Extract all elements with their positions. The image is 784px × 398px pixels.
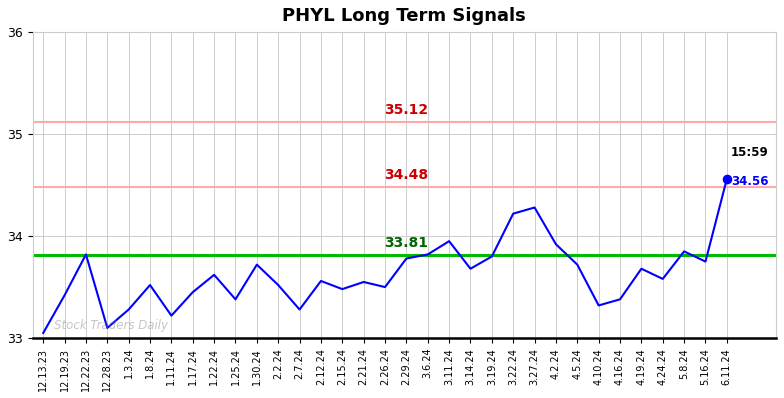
Title: PHYL Long Term Signals: PHYL Long Term Signals — [282, 7, 526, 25]
Text: 35.12: 35.12 — [384, 103, 428, 117]
Point — [720, 176, 733, 182]
Text: 33.81: 33.81 — [384, 236, 428, 250]
Text: 34.48: 34.48 — [384, 168, 428, 182]
Text: 34.56: 34.56 — [731, 175, 768, 188]
Text: 15:59: 15:59 — [731, 146, 769, 158]
Text: Stock Traders Daily: Stock Traders Daily — [54, 319, 168, 332]
